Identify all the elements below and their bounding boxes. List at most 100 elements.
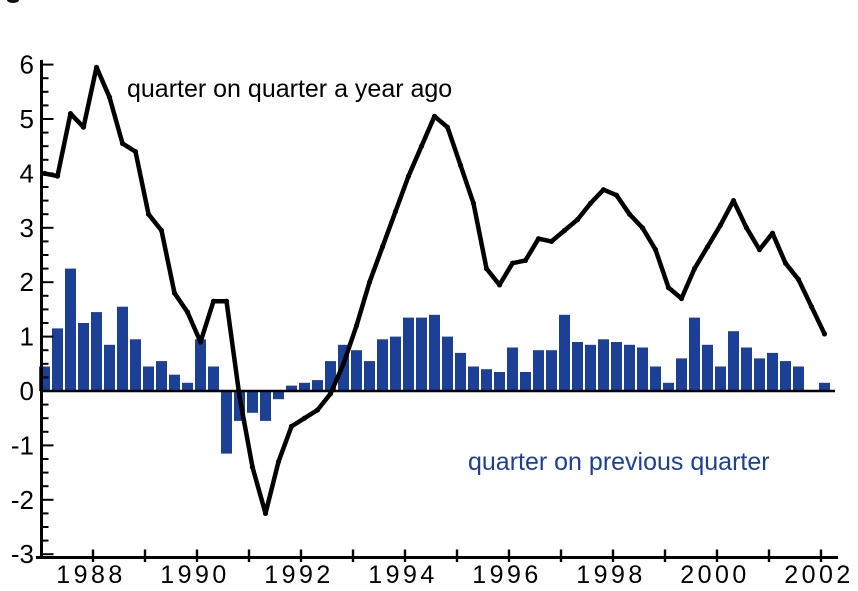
line-vertex [808, 304, 815, 310]
line-vertex [626, 211, 633, 217]
bar [754, 358, 765, 391]
y-tick-label: 6 [20, 50, 34, 80]
x-year-label: 1998 [576, 561, 646, 589]
bar [650, 366, 661, 391]
line-vertex [119, 140, 126, 147]
line-vertex [652, 247, 659, 253]
bar [65, 268, 76, 391]
bar [780, 361, 791, 391]
line-vertex [405, 173, 412, 179]
bar [507, 347, 518, 391]
bar [195, 339, 206, 391]
bar [546, 350, 557, 391]
line-vertex [158, 227, 165, 234]
line-vertex [548, 238, 555, 244]
line-vertex [600, 187, 607, 193]
line-vertex [145, 211, 152, 217]
line-vertex [795, 276, 802, 283]
bar [403, 317, 414, 391]
line-series-label: quarter on quarter a year ago [127, 75, 452, 103]
bar [91, 312, 102, 391]
y-tick-label: 4 [20, 158, 34, 188]
line-vertex [678, 295, 685, 302]
line-vertex [275, 459, 282, 465]
bar-series-label: quarter on previous quarter [468, 448, 770, 476]
bar [429, 314, 440, 391]
yoy-line [41, 64, 828, 516]
yoy-polyline [42, 65, 827, 516]
bar [286, 385, 297, 391]
x-year-label: 1996 [472, 561, 542, 589]
bar [702, 344, 713, 391]
x-year-label: 1992 [264, 561, 334, 589]
bar [572, 342, 583, 391]
line-vertex [366, 279, 373, 285]
bar [663, 382, 674, 391]
bar [637, 347, 648, 391]
bar [104, 344, 115, 391]
y-tick-label: 3 [20, 213, 34, 243]
bar [260, 391, 271, 421]
line-vertex [821, 331, 828, 337]
line-vertex [444, 124, 451, 130]
bar [598, 339, 609, 391]
bar [520, 372, 531, 391]
line-vertex [236, 393, 243, 399]
line-vertex [717, 222, 724, 228]
bar [390, 336, 401, 391]
bar [143, 366, 154, 391]
bar [689, 317, 700, 391]
line-vertex [171, 290, 178, 296]
line-vertex [184, 309, 191, 315]
bars-group [39, 268, 830, 454]
line-vertex [483, 266, 490, 272]
x-year-label: 2000 [680, 561, 750, 589]
bar [208, 366, 219, 391]
y-tick-label: 2 [20, 267, 34, 297]
line-vertex [132, 149, 139, 155]
bar [377, 339, 388, 391]
line-vertex [301, 415, 308, 421]
line-vertex [41, 170, 48, 176]
bar [793, 366, 804, 391]
bar [169, 374, 180, 391]
line-vertex [353, 323, 360, 329]
line-vertex [457, 162, 464, 168]
line-vertex [431, 113, 438, 119]
bar [182, 382, 193, 391]
y-axis: 6 5 4 3 2 1 0 -1 -2 -3 [11, 50, 54, 569]
bar [351, 350, 362, 391]
bar [611, 342, 622, 391]
line-vertex [340, 361, 347, 367]
line-vertex [54, 173, 61, 179]
x-year-label: 1990 [160, 561, 230, 589]
line-vertex [470, 200, 477, 206]
bar [676, 358, 687, 391]
line-vertex [418, 143, 425, 149]
line-vertex [379, 244, 386, 250]
line-vertex [522, 257, 529, 263]
bar [221, 391, 232, 454]
bar [156, 361, 167, 391]
line-vertex [80, 124, 87, 130]
y-tick-label: -2 [11, 485, 34, 515]
bar [819, 382, 830, 391]
line-vertex [249, 464, 256, 470]
bar [767, 352, 778, 391]
line-vertex [314, 407, 321, 413]
line-vertex [704, 244, 711, 250]
bar [624, 344, 635, 391]
line-vertex [782, 260, 789, 266]
bar [728, 331, 739, 391]
bar [416, 317, 427, 391]
cropped-corner-glyph [7, 0, 19, 3]
y-tick-label: 5 [20, 104, 34, 134]
line-vertex [67, 111, 74, 117]
bar [130, 339, 141, 391]
bar [715, 366, 726, 391]
line-vertex [392, 208, 399, 215]
line-vertex [496, 282, 503, 288]
y-tick-label: -1 [11, 430, 34, 460]
bar [442, 336, 453, 391]
